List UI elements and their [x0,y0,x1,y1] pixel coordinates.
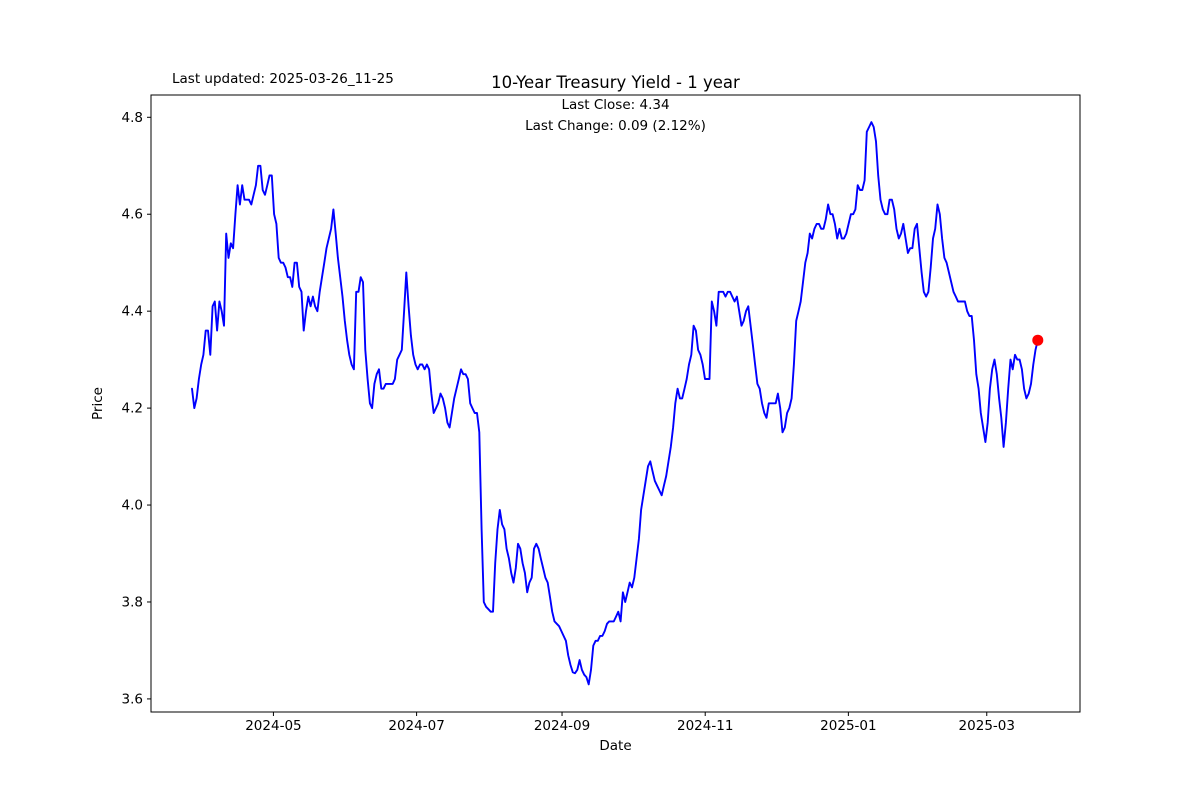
x-axis-label: Date [599,738,631,754]
price-line [191,121,1039,686]
y-tick-label: 3.6 [122,691,143,707]
y-tick-label: 3.8 [122,594,143,610]
y-tick-label: 4.2 [122,401,143,417]
chart-title: 10-Year Treasury Yield - 1 year [491,73,740,92]
annotation-last-change: Last Change: 0.09 (2.12%) [525,118,706,134]
x-tick-label: 2024-09 [534,718,590,734]
y-tick-label: 4.4 [122,304,143,320]
y-tick-label: 4.8 [122,110,143,126]
y-tick-label: 4.6 [122,207,143,223]
x-tick-label: 2024-07 [388,718,444,734]
x-tick-label: 2024-11 [677,718,733,734]
x-tick-label: 2025-03 [959,718,1015,734]
axes-frame [150,94,1081,713]
y-axis-label: Price [90,387,106,420]
x-tick-label: 2024-05 [245,718,301,734]
last-updated-text: Last updated: 2025-03-26_11-25 [172,71,394,87]
y-tick-label: 4.0 [122,498,143,514]
annotation-last-close: Last Close: 4.34 [561,97,670,113]
last-price-marker [1032,334,1044,346]
x-tick-label: 2025-01 [820,718,876,734]
